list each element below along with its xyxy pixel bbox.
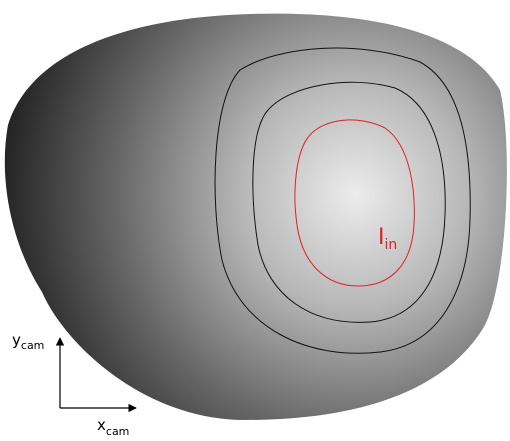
diagram: Iin ycam xcam xyxy=(0,0,510,441)
shaded-blob xyxy=(5,14,507,420)
x-axis-label: xcam xyxy=(97,416,129,438)
y-axis-label: ycam xyxy=(12,331,44,352)
